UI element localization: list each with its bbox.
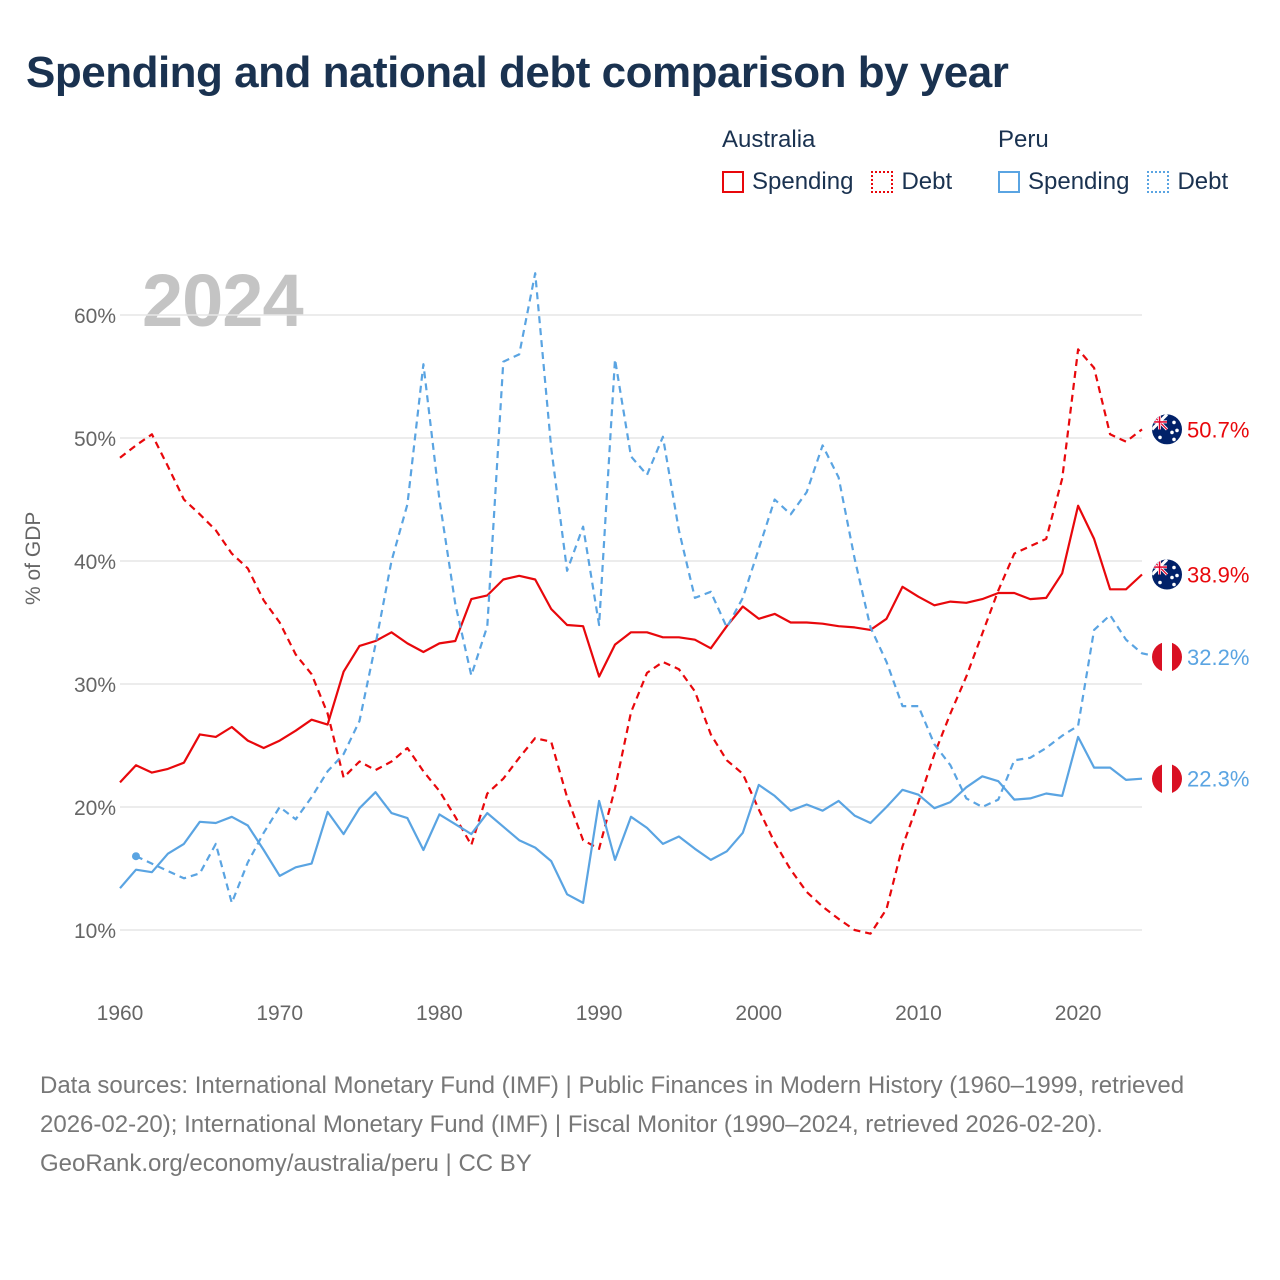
legend-item-peru-debt[interactable]: Debt	[1147, 168, 1228, 196]
legend-item-australia-debt[interactable]: Debt	[871, 168, 952, 196]
peru-debt-end-label: 32.2%	[1187, 645, 1249, 670]
y-tick-label: 50%	[74, 428, 116, 451]
australia-debt-end-label: 50.7%	[1187, 417, 1249, 442]
australia-debt-line	[119, 348, 1143, 935]
credit-link[interactable]: GeoRank.org/economy/australia/peru | CC …	[40, 1150, 532, 1177]
legend-item-peru-spending[interactable]: Spending	[998, 168, 1129, 196]
australia-flag-icon	[1152, 559, 1182, 590]
year-label: 2024	[142, 259, 304, 342]
peru-debt-line	[135, 272, 1159, 905]
y-tick-label: 20%	[74, 797, 116, 820]
australia-spending-line	[119, 504, 1143, 784]
legend-label: Spending	[1028, 168, 1130, 195]
peru-flag-icon	[1152, 641, 1182, 672]
legend-country-peru: Peru	[998, 126, 1049, 153]
legend-swatch-dotted	[871, 171, 894, 193]
x-tick-label: 2010	[895, 1002, 942, 1025]
y-tick-label: 10%	[74, 920, 116, 943]
legend-peru: Peru Spending Debt	[998, 126, 1228, 196]
peru-debt-start-point	[131, 852, 140, 861]
legend-swatch-solid	[998, 171, 1020, 193]
y-tick-label: 30%	[74, 674, 116, 697]
peru-spending-line	[119, 735, 1143, 905]
peru-flag-icon	[1152, 763, 1182, 794]
x-tick-label: 2000	[735, 1002, 782, 1025]
y-tick-label: 60%	[74, 305, 116, 328]
x-tick-label: 1990	[576, 1002, 623, 1025]
chart-title: Spending and national debt comparison by…	[26, 48, 1009, 97]
australia-spending-end-label: 38.9%	[1187, 563, 1249, 588]
footer: Data sources: International Monetary Fun…	[40, 1066, 1240, 1183]
legend-label: Spending	[752, 168, 854, 195]
legend-label: Debt	[901, 168, 953, 195]
y-tick-label: 40%	[74, 551, 116, 574]
australia-flag-icon	[1152, 414, 1182, 445]
legend-label: Debt	[1177, 168, 1229, 195]
x-tick-label: 2020	[1055, 1002, 1102, 1025]
line-chart: 10% 20% 30% 40% 50% 60% 1960 1970 1980 1990 2000 2…	[74, 272, 1249, 1025]
legend-item-australia-spending[interactable]: Spending	[722, 168, 853, 196]
legend-swatch-solid	[722, 171, 744, 193]
legend-australia: Australia Spending Debt	[722, 126, 970, 196]
data-sources-note: Data sources: International Monetary Fun…	[40, 1072, 1185, 1138]
x-tick-label: 1980	[416, 1002, 463, 1025]
legend-country-australia: Australia	[722, 126, 816, 153]
legend-swatch-dotted	[1147, 171, 1170, 193]
peru-spending-end-label: 22.3%	[1187, 767, 1249, 792]
x-tick-label: 1970	[256, 1002, 303, 1025]
x-tick-label: 1960	[97, 1002, 144, 1025]
